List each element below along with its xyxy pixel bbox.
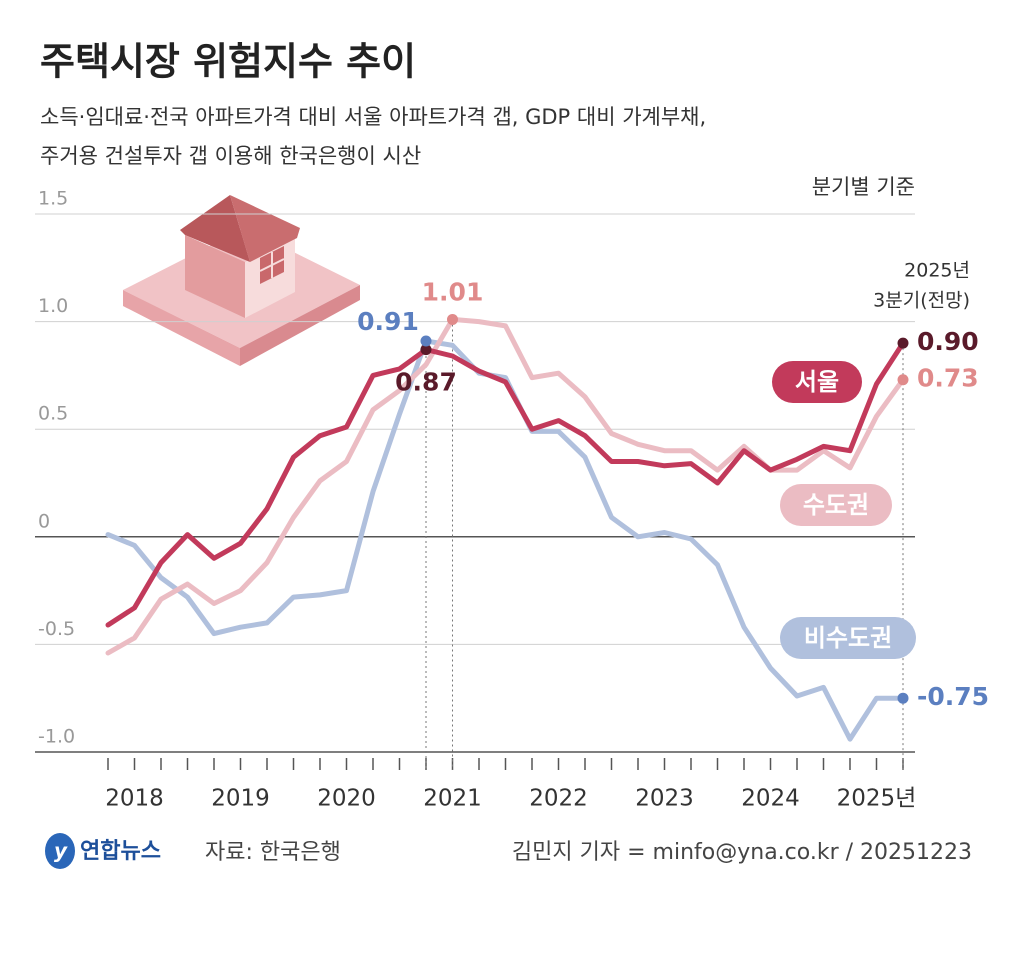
subtitle: 소득·임대료·전국 아파트가격 대비 서울 아파트가격 갭, GDP 대비 가계… xyxy=(40,105,706,129)
x-tick-label: 2018 xyxy=(105,786,164,812)
y-tick-label: 0.5 xyxy=(38,403,68,425)
value-label: 0.87 xyxy=(395,368,457,397)
x-tick-label: 2020 xyxy=(317,786,376,812)
legend-label: 서울 xyxy=(795,368,839,396)
subtitle: 주거용 건설투자 갭 이용해 한국은행이 시산 xyxy=(40,144,421,168)
value-label: -0.75 xyxy=(917,682,989,711)
legend-pill xyxy=(772,361,862,403)
point-marker xyxy=(897,337,909,349)
y-tick-label: 1.5 xyxy=(38,188,68,210)
value-label: 0.91 xyxy=(357,307,419,336)
point-marker xyxy=(447,313,458,325)
x-tick-label: 2021 xyxy=(423,786,482,812)
series-line xyxy=(105,338,906,742)
y-tick-label: 1.0 xyxy=(38,295,68,317)
annotation: 2025년 xyxy=(904,260,970,282)
legend-pill xyxy=(780,484,892,526)
point-marker xyxy=(420,344,432,356)
value-label: 0.73 xyxy=(917,364,979,393)
x-tick-label: 2022 xyxy=(529,786,588,812)
svg-text:y: y xyxy=(54,839,68,863)
logo: y xyxy=(45,833,75,869)
note: 분기별 기준 xyxy=(812,175,915,199)
value-label: 0.90 xyxy=(917,327,979,356)
house-illustration xyxy=(123,195,360,366)
legend-pill xyxy=(780,617,916,659)
source: 자료: 한국은행 xyxy=(205,840,341,865)
legend-label: 수도권 xyxy=(803,491,869,519)
x-tick-label: 2024 xyxy=(741,786,800,812)
legend-label: 비수도권 xyxy=(804,624,892,652)
logo-text: 연합뉴스 xyxy=(80,838,161,864)
point-marker xyxy=(897,374,909,386)
y-tick-label: -1.0 xyxy=(38,726,75,748)
x-tick-label: 2025년 xyxy=(837,786,917,812)
annotation: 3분기(전망) xyxy=(873,290,970,312)
y-tick-label: -0.5 xyxy=(38,618,75,640)
point-marker xyxy=(897,692,909,704)
chart-title: 주택시장 위험지수 추이 xyxy=(40,40,416,84)
credit: 김민지 기자 = minfo@yna.co.kr / 20251223 xyxy=(512,840,972,865)
x-tick-label: 2023 xyxy=(635,786,694,812)
y-tick-label: 0 xyxy=(38,510,50,532)
value-label: 1.01 xyxy=(422,277,484,306)
point-marker xyxy=(420,335,432,347)
series-line xyxy=(105,340,906,628)
x-tick-label: 2019 xyxy=(211,786,270,812)
